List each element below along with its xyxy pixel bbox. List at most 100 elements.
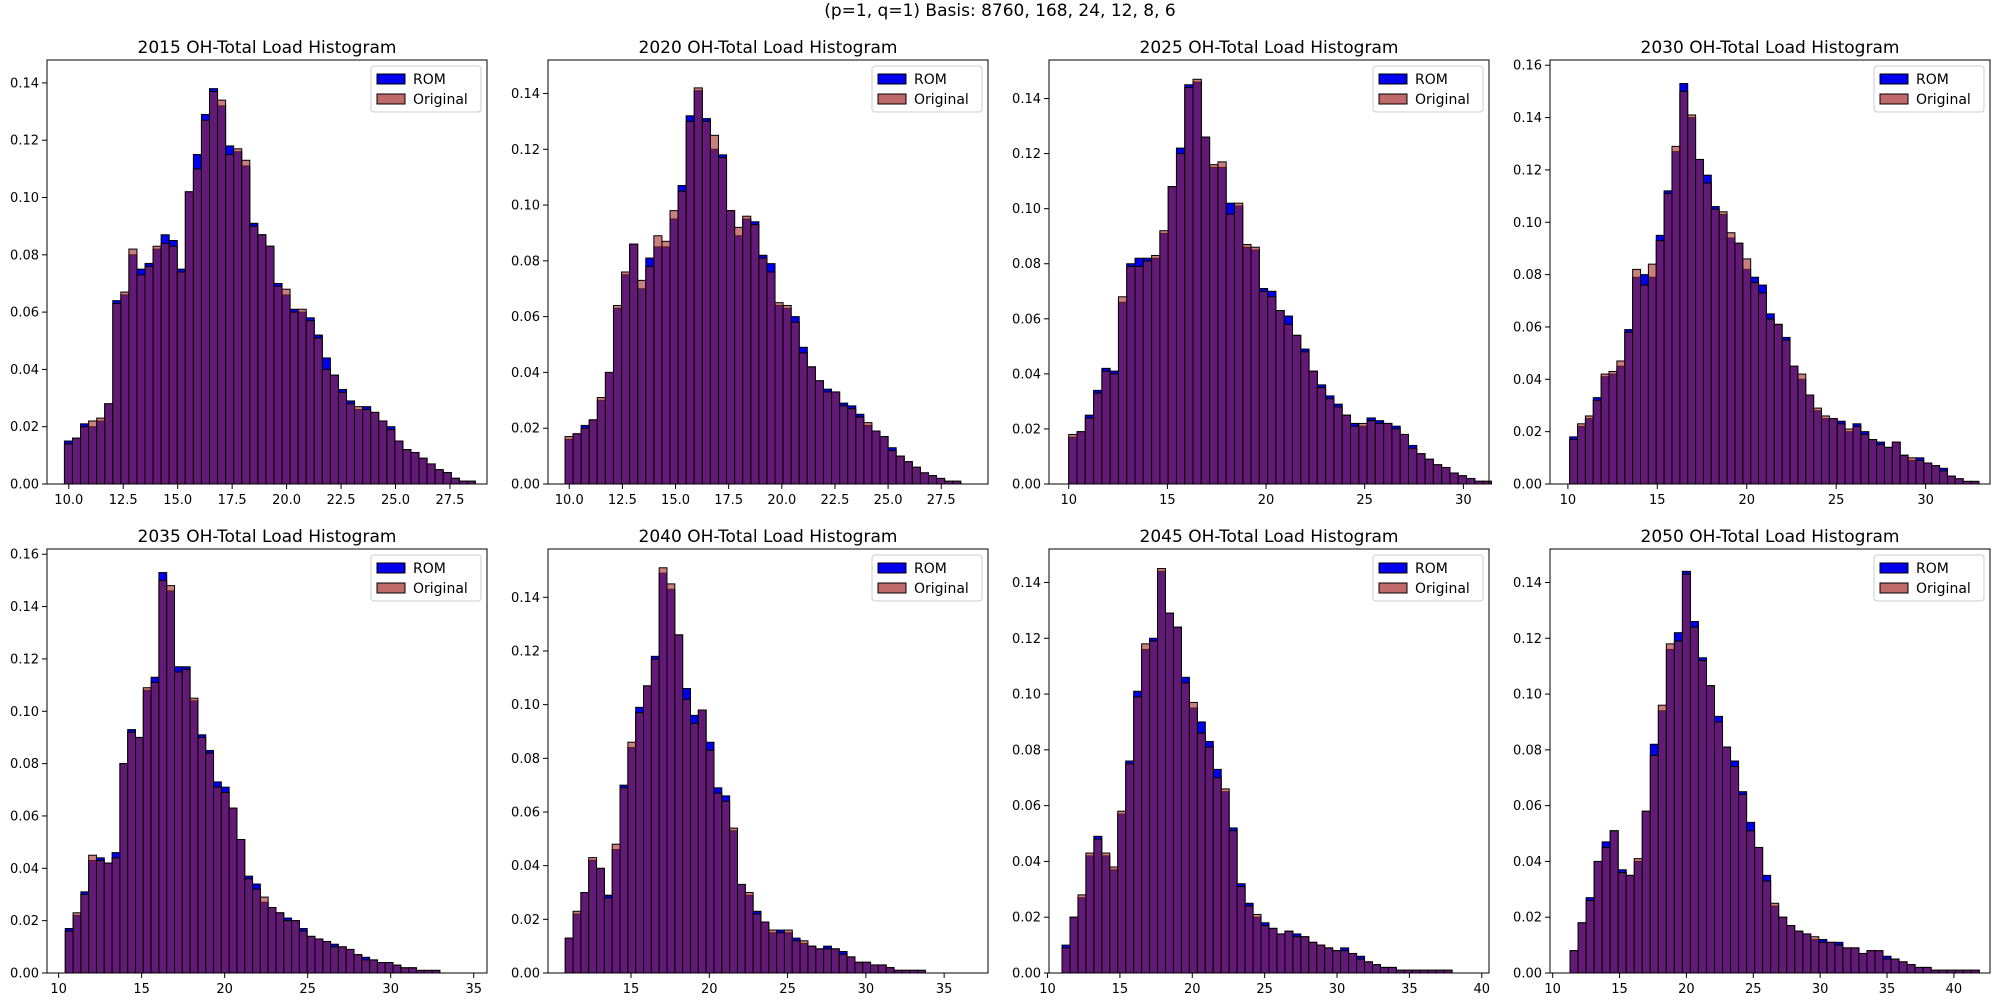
original-bar (1324, 947, 1334, 974)
original-bar (1844, 428, 1854, 485)
original-bar (870, 964, 879, 974)
original-bar (1172, 626, 1182, 974)
original-bar (643, 685, 652, 974)
y-tick-label: 0.02 (1012, 422, 1041, 437)
original-bar (879, 436, 889, 485)
original-bar (1718, 211, 1728, 485)
original-bar (701, 120, 711, 485)
original-bar (384, 962, 394, 974)
original-bar (120, 291, 130, 485)
original-bar (1291, 334, 1302, 485)
x-tick-label: 25.0 (381, 493, 410, 508)
original-bar (596, 397, 606, 485)
original-bar (1695, 158, 1704, 485)
original-bar (1126, 265, 1136, 485)
original-bar (1117, 296, 1128, 485)
original-bar (1416, 453, 1426, 485)
original-bar (1284, 930, 1294, 974)
original-bar (1449, 472, 1459, 485)
original-bar (1101, 370, 1111, 485)
x-tick-label: 12.5 (608, 493, 637, 508)
legend-swatch-original (1378, 93, 1408, 105)
original-bar (760, 921, 770, 974)
original-bar (814, 380, 824, 485)
original-bar (1069, 916, 1079, 974)
y-tick-label: 0.10 (511, 698, 540, 713)
original-bar (283, 920, 293, 974)
y-tick-label: 0.02 (511, 913, 540, 928)
axes-frame (547, 59, 989, 485)
original-bar (1141, 643, 1151, 974)
x-tick-label: 20.0 (767, 493, 796, 508)
original-bar (1167, 186, 1177, 485)
original-bar (588, 857, 598, 974)
original-bar (1275, 310, 1285, 485)
x-tick-label: 20 (1184, 982, 1201, 997)
axes-frame (547, 548, 989, 974)
axes-frame (1549, 59, 1991, 485)
original-bar (370, 411, 380, 485)
original-bar (729, 827, 738, 974)
y-tick-label: 0.14 (1513, 111, 1542, 126)
legend-swatch-rom (877, 73, 907, 85)
x-tick-label: 10.0 (555, 493, 584, 508)
original-bar (1316, 944, 1326, 974)
original-bar (362, 409, 372, 485)
original-bar (267, 907, 277, 974)
original-bar (1340, 950, 1350, 974)
original-bar (588, 419, 598, 485)
original-bar (1242, 243, 1252, 485)
y-tick-label: 0.14 (1513, 576, 1542, 591)
original-bar (862, 961, 872, 974)
chart-title: 2045 OH-Total Load Histogram (1140, 527, 1399, 547)
original-bar (386, 429, 396, 485)
original-bar (783, 929, 793, 974)
original-bar (1142, 260, 1153, 485)
original-bar (1061, 947, 1071, 974)
original-bar (1679, 90, 1689, 485)
original-bar (1233, 202, 1244, 485)
original-bar (744, 891, 754, 974)
legend-label-rom: ROM (1415, 72, 1448, 88)
original-bar (1267, 296, 1277, 485)
legend-swatch-original (376, 582, 406, 594)
original-bar (863, 422, 873, 485)
original-bar (1084, 417, 1095, 485)
y-tick-label: 0.10 (1513, 688, 1542, 703)
y-tick-label: 0.12 (1012, 632, 1041, 647)
original-bar (650, 658, 660, 974)
original-bar (1810, 936, 1820, 974)
original-bar (1663, 192, 1673, 485)
original-bar (1601, 846, 1611, 974)
original-bar (200, 119, 211, 485)
original-bar (1577, 922, 1587, 974)
x-tick-label: 15 (1611, 982, 1628, 997)
original-bar (1308, 370, 1318, 485)
original-bar (142, 687, 152, 974)
original-bar (1805, 394, 1815, 485)
original-bar (823, 948, 832, 974)
original-bar (1770, 902, 1780, 974)
y-tick-label: 0.04 (1012, 855, 1041, 870)
y-tick-label: 0.08 (1513, 268, 1542, 283)
x-tick-label: 17.5 (218, 493, 247, 508)
y-tick-label: 0.08 (10, 757, 39, 772)
original-bar (1159, 230, 1169, 485)
legend-swatch-original (1879, 93, 1909, 105)
legend-swatch-rom (1879, 73, 1909, 85)
original-bar (1209, 164, 1219, 485)
original-bar (1786, 925, 1796, 974)
original-bar (1228, 830, 1238, 974)
original-bar (1204, 746, 1214, 974)
original-bar (111, 857, 121, 974)
original-bar (768, 929, 778, 974)
axes-frame (1048, 548, 1490, 974)
original-bar (791, 940, 801, 974)
original-bar (1408, 447, 1418, 485)
original-bar (104, 403, 114, 485)
original-bar (1907, 457, 1917, 485)
original-bar (653, 235, 663, 485)
original-bar (1730, 766, 1740, 974)
